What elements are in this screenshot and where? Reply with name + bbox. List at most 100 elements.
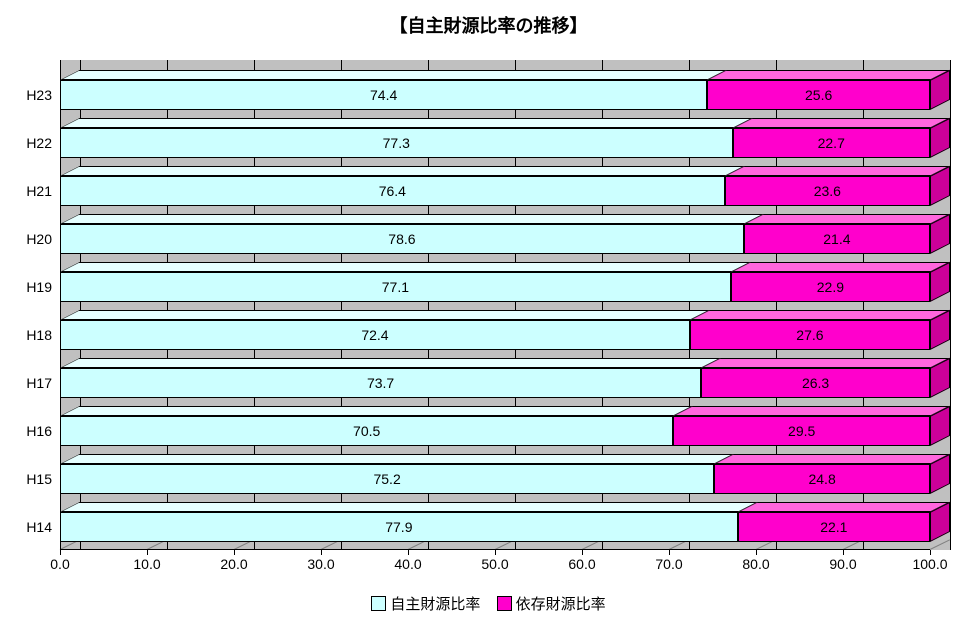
bar-value-label: 22.7	[818, 135, 845, 151]
bar-top-face	[60, 262, 750, 272]
x-axis-label: 100.0	[912, 556, 947, 572]
y-axis-label: H15	[0, 471, 52, 487]
bar-segment-series-1: 24.8	[714, 464, 930, 494]
bar-segment-series-1: 29.5	[673, 416, 930, 446]
axis-left	[60, 60, 61, 550]
legend-item-series-0: 自主財源比率	[371, 593, 480, 614]
x-tick	[234, 550, 235, 555]
bar-segment-series-1: 23.6	[725, 176, 930, 206]
bar-value-label: 74.4	[370, 87, 397, 103]
bar-segment-series-0: 72.4	[60, 320, 690, 350]
bars-layer: 74.4 25.6 77.3 22.7 76.4 23.6 78.6 21.4 77.1 22.9…	[60, 60, 930, 550]
bar-top-face	[60, 502, 757, 512]
x-tick	[843, 550, 844, 555]
bar-top-face	[60, 214, 763, 224]
bar-row: 74.4 25.6	[60, 80, 930, 110]
bar-segment-series-1: 26.3	[701, 368, 930, 398]
x-axis-label: 80.0	[742, 556, 769, 572]
bar-value-label: 27.6	[796, 327, 823, 343]
bar-segment-series-1: 25.6	[707, 80, 930, 110]
bar-top-face	[725, 166, 950, 176]
x-axis-label: 40.0	[394, 556, 421, 572]
legend-label-0: 自主財源比率	[390, 593, 480, 614]
bar-segment-series-0: 73.7	[60, 368, 701, 398]
bar-top-face	[744, 214, 950, 224]
bar-top-face	[60, 358, 721, 368]
bar-value-label: 72.4	[361, 327, 388, 343]
x-axis-label: 60.0	[568, 556, 595, 572]
bar-segment-series-1: 21.4	[744, 224, 930, 254]
bar-top-face	[60, 454, 734, 464]
bar-top-face	[738, 502, 950, 512]
bar-segment-series-0: 77.1	[60, 272, 731, 302]
bar-row: 72.4 27.6	[60, 320, 930, 350]
x-axis-label: 30.0	[307, 556, 334, 572]
bar-value-label: 22.9	[817, 279, 844, 295]
chart-title: 【自主財源比率の推移】	[0, 12, 977, 38]
bar-row: 70.5 29.5	[60, 416, 930, 446]
grid-diag	[930, 539, 951, 550]
bar-segment-series-0: 77.3	[60, 128, 733, 158]
bar-segment-series-1: 22.1	[738, 512, 930, 542]
bar-value-label: 70.5	[353, 423, 380, 439]
bar-segment-series-1: 22.7	[733, 128, 930, 158]
bar-row: 76.4 23.6	[60, 176, 930, 206]
bar-top-face	[673, 406, 949, 416]
x-tick	[930, 550, 931, 555]
bar-value-label: 75.2	[373, 471, 400, 487]
bar-value-label: 23.6	[814, 183, 841, 199]
chart-container: 【自主財源比率の推移】 74.4 25.6 77.3 22.7 76.4 23.6 78.6…	[0, 0, 977, 627]
y-axis-label: H17	[0, 375, 52, 391]
plot-area: 74.4 25.6 77.3 22.7 76.4 23.6 78.6 21.4 77.1 22.9…	[60, 60, 950, 550]
bar-segment-series-0: 76.4	[60, 176, 725, 206]
x-tick	[147, 550, 148, 555]
bar-row: 75.2 24.8	[60, 464, 930, 494]
bar-segment-series-1: 27.6	[690, 320, 930, 350]
bar-segment-series-0: 75.2	[60, 464, 714, 494]
y-axis-label: H22	[0, 135, 52, 151]
bar-value-label: 76.4	[379, 183, 406, 199]
bar-top-face	[690, 310, 950, 320]
bar-top-face	[60, 70, 727, 80]
x-tick	[60, 550, 61, 555]
x-axis-label: 70.0	[655, 556, 682, 572]
bar-value-label: 26.3	[802, 375, 829, 391]
x-tick	[495, 550, 496, 555]
bar-value-label: 77.3	[383, 135, 410, 151]
bar-row: 77.9 22.1	[60, 512, 930, 542]
y-axis-label: H18	[0, 327, 52, 343]
bar-value-label: 78.6	[388, 231, 415, 247]
bar-top-face	[60, 166, 744, 176]
bar-value-label: 29.5	[788, 423, 815, 439]
bar-top-face	[60, 118, 752, 128]
bar-top-face	[731, 262, 950, 272]
bar-row: 77.1 22.9	[60, 272, 930, 302]
x-axis-label: 10.0	[133, 556, 160, 572]
bar-segment-series-1: 22.9	[731, 272, 930, 302]
x-tick	[408, 550, 409, 555]
bar-segment-series-0: 70.5	[60, 416, 673, 446]
grid-line	[950, 60, 951, 550]
bar-value-label: 77.9	[385, 519, 412, 535]
y-axis-label: H23	[0, 87, 52, 103]
bar-row: 73.7 26.3	[60, 368, 930, 398]
legend-item-series-1: 依存財源比率	[497, 593, 606, 614]
bar-segment-series-0: 74.4	[60, 80, 707, 110]
x-axis-label: 20.0	[220, 556, 247, 572]
x-tick	[756, 550, 757, 555]
y-axis-label: H19	[0, 279, 52, 295]
bar-row: 78.6 21.4	[60, 224, 930, 254]
legend-swatch-1	[497, 596, 512, 611]
bar-top-face	[60, 310, 710, 320]
y-axis-label: H16	[0, 423, 52, 439]
bar-top-face	[714, 454, 949, 464]
y-axis-label: H20	[0, 231, 52, 247]
bar-row: 77.3 22.7	[60, 128, 930, 158]
y-axis-label: H14	[0, 519, 52, 535]
x-axis-label: 0.0	[50, 556, 69, 572]
legend-swatch-0	[371, 596, 386, 611]
bar-top-face	[701, 358, 949, 368]
axis-bottom	[60, 549, 930, 550]
x-axis-label: 50.0	[481, 556, 508, 572]
bar-top-face	[60, 406, 693, 416]
